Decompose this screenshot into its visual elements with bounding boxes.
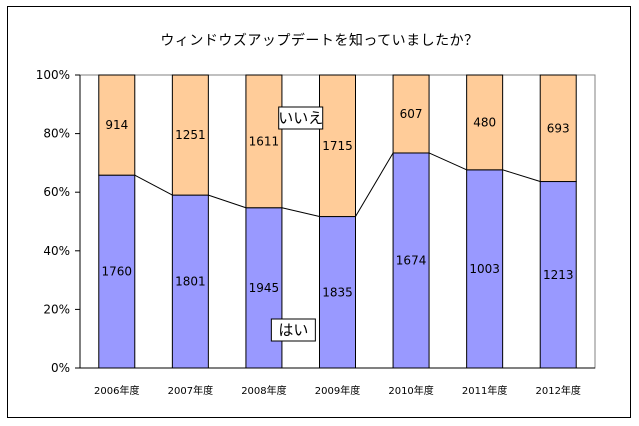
bar-no — [539, 74, 577, 183]
y-tick-label: 80% — [43, 127, 70, 141]
data-label-no: 1611 — [249, 134, 280, 148]
bar-no — [319, 74, 356, 218]
y-axis: 0% 20% 40% 60% 80% 100% — [36, 68, 81, 375]
x-tick-label: 2011年度 — [462, 384, 507, 397]
series-line — [502, 169, 541, 183]
data-label-no: 693 — [547, 121, 570, 135]
y-tick-label: 20% — [43, 302, 70, 316]
x-tick-label: 2008年度 — [241, 384, 286, 397]
x-tick-label: 2007年度 — [168, 384, 213, 397]
series-label-no-box — [278, 106, 324, 130]
series-line — [281, 207, 320, 218]
bar-no — [392, 74, 430, 154]
y-tick-label: 40% — [43, 244, 70, 258]
data-label-no: 1251 — [175, 128, 206, 142]
data-label-yes: 1674 — [396, 253, 427, 267]
x-axis: 2006年度 2007年度 2008年度 2009年度 2010年度 2011年度 2012… — [80, 367, 595, 397]
data-labels: 1760 914 1801 1251 1945 1611 1835 1715 1674 607 10… — [102, 107, 574, 299]
x-tick-label: 2012年度 — [535, 384, 580, 397]
data-label-no: 914 — [105, 118, 128, 132]
bars — [98, 74, 577, 369]
y-tick-label: 60% — [43, 185, 70, 199]
series-label-yes: はい — [278, 321, 308, 339]
series-line — [355, 152, 394, 217]
series-line — [208, 194, 247, 209]
data-label-yes: 1945 — [249, 281, 280, 295]
chart-title: ウィンドウズアップデートを知っていましたか？ — [160, 33, 479, 49]
bar-yes — [466, 169, 504, 369]
x-tick-label: 2010年度 — [388, 384, 433, 397]
y-tick-label: 0% — [51, 361, 70, 375]
bar-no — [98, 74, 136, 176]
data-label-no: 1715 — [322, 139, 353, 153]
bar-no — [171, 74, 209, 196]
data-label-no: 607 — [400, 107, 423, 121]
data-label-yes: 1801 — [175, 275, 206, 289]
bar-no — [466, 74, 504, 171]
series-label-no: いいえ — [278, 109, 323, 127]
bar-no — [245, 74, 283, 209]
data-label-no: 480 — [473, 115, 496, 129]
data-label-yes: 1003 — [469, 262, 500, 276]
series-line — [134, 174, 173, 196]
bar-yes — [319, 216, 356, 369]
data-label-yes: 1760 — [102, 265, 133, 279]
x-tick-label: 2009年度 — [315, 384, 360, 397]
bar-yes — [539, 181, 577, 369]
y-tick-label: 100% — [36, 68, 70, 82]
data-label-yes: 1213 — [543, 268, 574, 282]
data-label-yes: 1835 — [322, 285, 353, 299]
x-tick-label: 2006年度 — [94, 384, 139, 397]
series-label-yes-box — [270, 318, 316, 342]
series-lines — [134, 152, 541, 218]
series-line — [428, 152, 467, 171]
